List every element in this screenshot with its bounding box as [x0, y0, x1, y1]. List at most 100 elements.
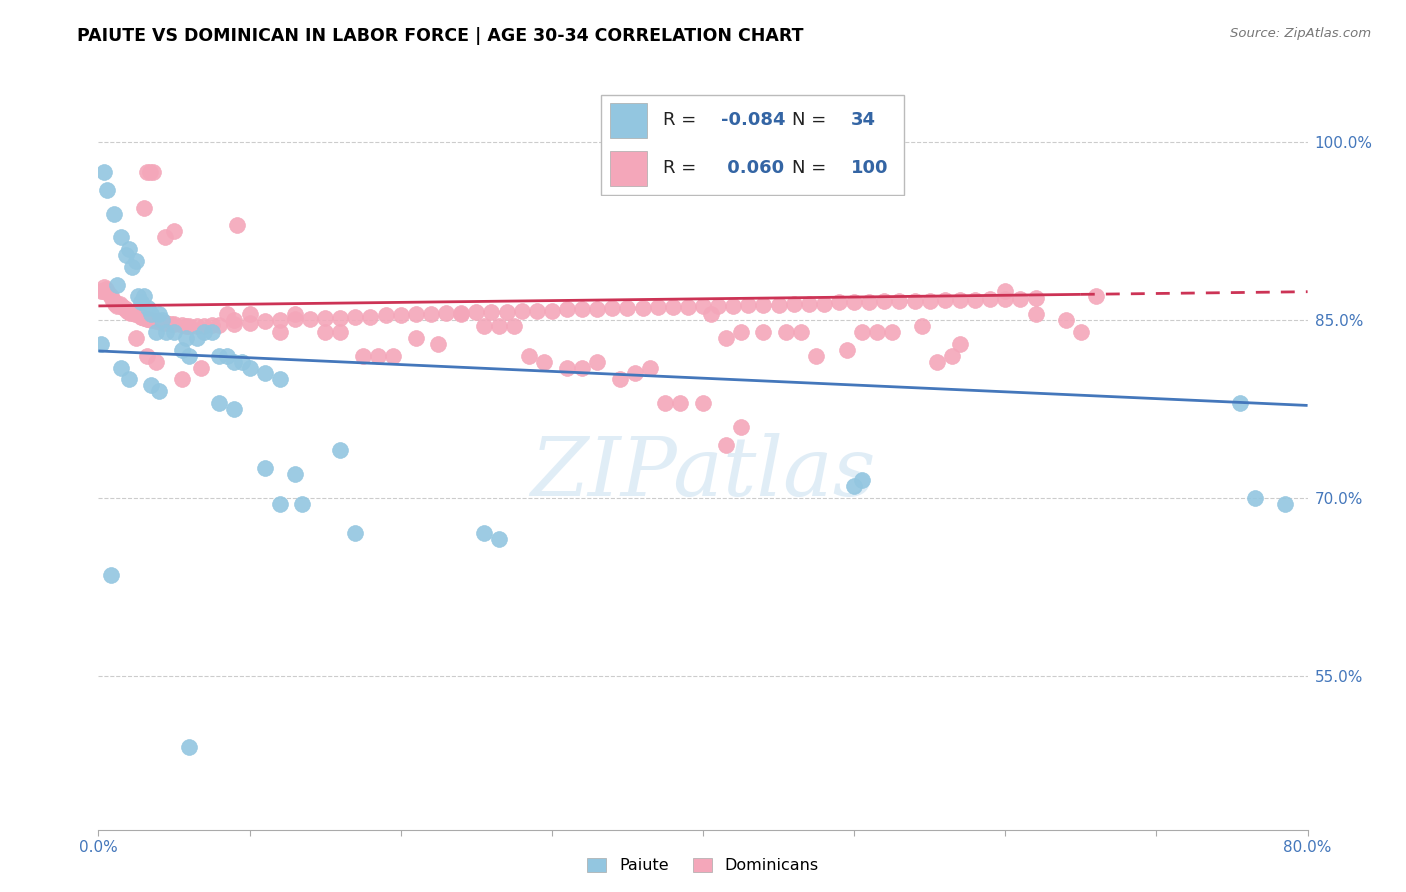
- Text: 34: 34: [851, 111, 876, 128]
- Point: [844, 295, 866, 310]
- Point: [526, 303, 548, 318]
- Point: [132, 310, 155, 325]
- Legend: Paiute, Dominicans: Paiute, Dominicans: [581, 851, 825, 880]
- Point: [135, 349, 157, 363]
- Point: [405, 307, 427, 321]
- Point: [122, 306, 145, 320]
- Point: [94, 282, 117, 296]
- Point: [98, 287, 121, 301]
- Point: [120, 306, 142, 320]
- Point: [105, 277, 128, 292]
- Point: [153, 230, 176, 244]
- Point: [170, 372, 193, 386]
- Point: [714, 437, 737, 451]
- Point: [828, 295, 851, 310]
- Point: [851, 473, 873, 487]
- Point: [299, 312, 322, 326]
- Point: [93, 165, 115, 179]
- Point: [352, 349, 374, 363]
- Text: ZIPatlas: ZIPatlas: [530, 434, 876, 513]
- Point: [374, 309, 396, 323]
- Point: [163, 317, 186, 331]
- Point: [91, 284, 114, 298]
- Point: [170, 318, 193, 332]
- Point: [110, 230, 132, 244]
- Point: [224, 354, 246, 368]
- Point: [103, 206, 125, 220]
- Point: [730, 325, 752, 339]
- Point: [174, 319, 197, 334]
- Point: [1010, 292, 1032, 306]
- Point: [193, 325, 215, 339]
- Point: [654, 396, 676, 410]
- Point: [934, 293, 956, 307]
- Point: [813, 296, 835, 310]
- Point: [155, 316, 177, 330]
- Point: [226, 219, 249, 233]
- FancyBboxPatch shape: [610, 103, 647, 137]
- Point: [145, 314, 167, 328]
- Point: [139, 165, 162, 179]
- Point: [571, 360, 593, 375]
- Point: [1024, 307, 1046, 321]
- Point: [291, 497, 314, 511]
- Text: 0.060: 0.060: [721, 159, 785, 177]
- Point: [253, 314, 276, 328]
- Point: [155, 325, 177, 339]
- Point: [269, 497, 291, 511]
- Point: [911, 319, 934, 334]
- Point: [450, 307, 472, 321]
- Point: [114, 248, 136, 262]
- Point: [163, 325, 186, 339]
- Point: [994, 292, 1017, 306]
- FancyBboxPatch shape: [600, 95, 904, 195]
- Text: Source: ZipAtlas.com: Source: ZipAtlas.com: [1230, 27, 1371, 40]
- Point: [148, 307, 170, 321]
- Point: [835, 343, 858, 357]
- Point: [124, 307, 146, 321]
- Text: -0.084: -0.084: [721, 111, 786, 128]
- Point: [737, 298, 759, 312]
- Point: [495, 305, 517, 319]
- Point: [533, 354, 555, 368]
- Point: [965, 293, 987, 307]
- Point: [775, 325, 797, 339]
- Text: N =: N =: [793, 111, 832, 128]
- Point: [121, 305, 143, 319]
- Point: [638, 360, 661, 375]
- Point: [100, 567, 122, 582]
- Point: [405, 331, 427, 345]
- Point: [714, 331, 737, 345]
- Point: [110, 299, 132, 313]
- Point: [186, 331, 208, 345]
- Point: [150, 313, 173, 327]
- Point: [179, 349, 201, 363]
- Point: [858, 295, 880, 310]
- Point: [609, 372, 631, 386]
- Point: [160, 317, 183, 331]
- Point: [723, 299, 745, 313]
- Point: [488, 319, 510, 334]
- Point: [555, 360, 578, 375]
- Point: [602, 301, 624, 316]
- Point: [170, 343, 193, 357]
- Point: [314, 325, 336, 339]
- Point: [692, 299, 714, 313]
- Point: [186, 319, 208, 334]
- Point: [127, 289, 149, 303]
- Point: [90, 336, 112, 351]
- Point: [1229, 396, 1251, 410]
- Point: [367, 349, 389, 363]
- Point: [112, 301, 135, 316]
- Point: [434, 306, 457, 320]
- FancyBboxPatch shape: [610, 151, 647, 186]
- Point: [699, 307, 721, 321]
- Point: [1085, 289, 1108, 303]
- Point: [127, 307, 149, 321]
- Point: [136, 312, 159, 326]
- Point: [866, 325, 889, 339]
- Point: [616, 301, 638, 316]
- Point: [179, 739, 201, 754]
- Point: [669, 396, 692, 410]
- Point: [472, 526, 495, 541]
